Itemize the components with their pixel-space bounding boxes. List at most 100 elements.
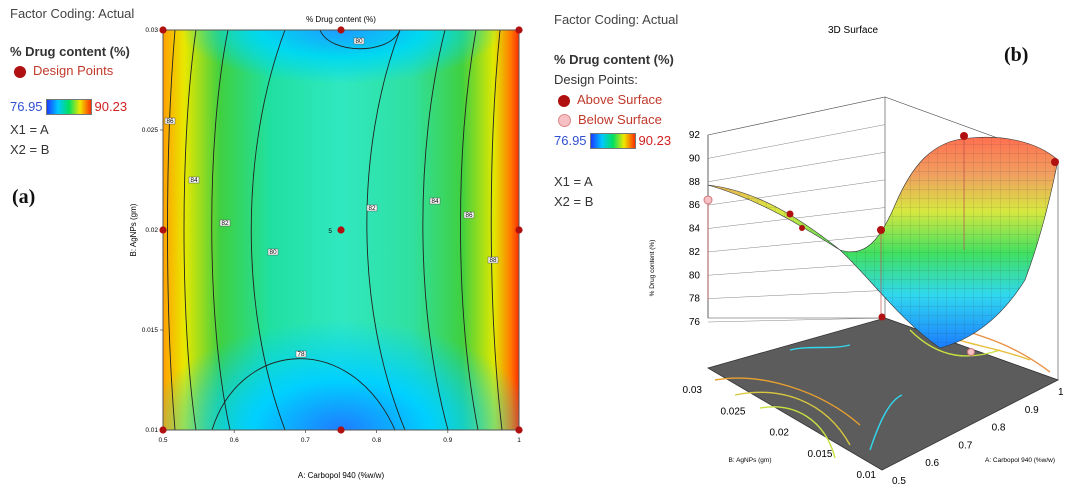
surface-y-axis-label: B: AgNPs (gm) (729, 457, 772, 464)
below-surface-point (967, 348, 975, 356)
contour-y-axis-label: B: AgNPs (gm) (129, 203, 138, 256)
contour-plot: 0.5 0.6 0.7 0.8 0.9 1 0.01 0.015 0.02 0.025 0.03 8… (129, 15, 523, 480)
x-tick-label-3d: 0.9 (1025, 405, 1039, 416)
contour-x-axis-label: A: Carbopol 940 (%w/w) (298, 471, 385, 480)
color-gradient-bar (45, 98, 92, 115)
design-point (159, 426, 167, 434)
surface-x-axis-label: A: Carbopol 940 (%w/w) (985, 457, 1055, 464)
y-tick-label-3d: 0.015 (807, 449, 832, 460)
range-high: 90.23 (94, 99, 128, 114)
contour-label: 78 (297, 351, 305, 358)
contour-label: 86 (166, 118, 174, 125)
above-surface-point (877, 226, 885, 234)
surface-x-ticks: 0.5 0.6 0.7 0.8 0.9 1 (892, 387, 1064, 487)
z-tick-label: 92 (689, 130, 701, 141)
x-tick-label: 0.5 (158, 437, 167, 444)
y-tick-label: 0.015 (142, 327, 159, 334)
design-point (159, 226, 167, 234)
left-color-range: 76.95 90.23 (10, 98, 127, 116)
x-tick-label-3d: 0.8 (992, 423, 1006, 434)
contour-label: 84 (190, 177, 198, 184)
x-tick-label-3d: 0.5 (892, 476, 906, 487)
contour-title: % Drug content (%) (306, 15, 376, 24)
contour-label: 84 (431, 198, 439, 205)
surface-mesh (708, 137, 1058, 348)
y-tick-label: 0.02 (145, 227, 158, 234)
y-tick-label-3d: 0.025 (720, 406, 745, 417)
above-surface-point (1051, 158, 1059, 166)
contour-label: 88 (489, 257, 497, 264)
contour-label: 86 (465, 212, 473, 219)
y-tick-label: 0.025 (142, 127, 159, 134)
above-surface-point (960, 132, 968, 140)
z-tick-label: 90 (689, 153, 701, 164)
design-point (515, 426, 523, 434)
surface-floor (706, 317, 1060, 471)
contour-design-points (159, 26, 523, 434)
right-response-title: % Drug content (%) (554, 52, 674, 67)
right-x1: X1 = A (554, 174, 593, 189)
z-tick-label: 82 (689, 247, 701, 258)
design-point (337, 226, 345, 234)
below-surface-point (703, 195, 713, 205)
z-tick-label: 86 (689, 200, 701, 211)
panel-letter-a: (a) (12, 186, 36, 208)
right-x2: X2 = B (554, 194, 594, 209)
z-tick-label: 78 (689, 294, 701, 305)
y-tick-label-3d: 0.03 (683, 385, 703, 396)
surface-y-ticks: 0.03 0.025 0.02 0.015 0.01 (683, 385, 877, 481)
right-design-points-label: Design Points: (554, 72, 638, 87)
x-tick-label: 0.9 (443, 437, 452, 444)
contour-low-region-bottom (163, 230, 519, 430)
left-x2: X2 = B (10, 142, 50, 157)
contour-label: 80 (355, 38, 363, 45)
z-tick-label: 76 (689, 317, 701, 328)
design-point (337, 26, 345, 34)
design-point (515, 226, 523, 234)
z-tick-label: 88 (689, 177, 701, 188)
panel-letter-b: (b) (1004, 44, 1029, 66)
contour-line-labels: 80 86 84 82 80 82 84 86 88 78 (164, 37, 499, 358)
right-color-range: 76.95 90.23 (554, 132, 671, 150)
range-low: 76.95 (554, 133, 587, 148)
center-replicate-count: 5 (328, 228, 332, 235)
contour-label: 80 (269, 249, 277, 256)
design-point (515, 26, 523, 34)
surface-z-ticks: 76 78 80 82 84 86 88 90 92 (689, 130, 701, 328)
range-high: 90.23 (638, 133, 672, 148)
above-surface-legend: Above Surface (558, 92, 662, 107)
below-surface-legend: Below Surface (558, 112, 662, 128)
surface-design-points (703, 132, 1059, 356)
design-point-marker-icon (14, 65, 26, 78)
x-tick-label: 1 (517, 437, 521, 444)
y-tick-label: 0.03 (145, 27, 158, 34)
color-gradient-bar (589, 132, 636, 149)
design-points-label: Design Points (33, 63, 114, 78)
right-factor-coding: Factor Coding: Actual (554, 12, 679, 27)
surface-z-axis-label: % Drug content (%) (649, 240, 656, 297)
design-point (159, 26, 167, 34)
left-factor-coding: Factor Coding: Actual (10, 6, 135, 21)
x-tick-label: 0.6 (230, 437, 239, 444)
design-point (337, 426, 345, 434)
left-x1: X1 = A (10, 122, 49, 137)
range-low: 76.95 (10, 99, 43, 114)
x-tick-label: 0.7 (301, 437, 310, 444)
y-tick-label-3d: 0.02 (770, 428, 790, 439)
above-surface-point (878, 313, 886, 321)
y-tick-label-3d: 0.01 (857, 470, 877, 481)
x-tick-label-3d: 0.7 (958, 440, 972, 451)
contour-label: 82 (368, 205, 376, 212)
above-surface-label: Above Surface (577, 92, 663, 107)
contour-lines (167, 29, 503, 431)
contour-ticks: 0.5 0.6 0.7 0.8 0.9 1 0.01 0.015 0.02 0.025 0.03 (142, 27, 521, 444)
z-tick-label: 80 (689, 270, 701, 281)
x-tick-label-3d: 1 (1058, 387, 1064, 398)
x-tick-label: 0.8 (372, 437, 381, 444)
above-surface-point (799, 225, 805, 231)
surface-title: 3D Surface (828, 25, 878, 36)
above-surface-point (786, 210, 794, 218)
left-design-points-legend: Design Points (14, 63, 113, 78)
left-response-title: % Drug content (%) (10, 44, 130, 59)
